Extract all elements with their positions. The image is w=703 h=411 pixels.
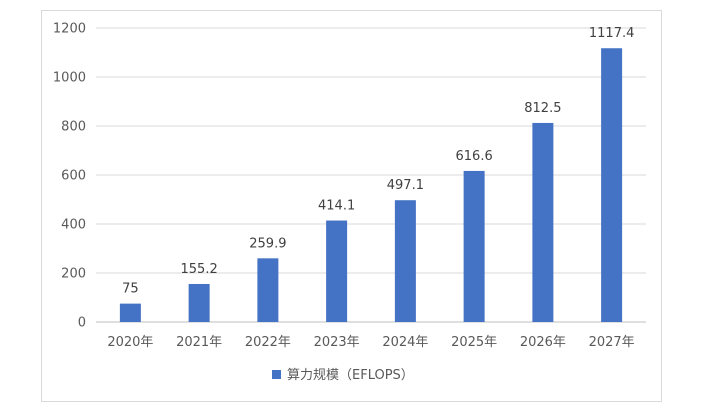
x-axis-ticks: 2020年 2021年 2022年 2023年 2024年 2025年 2026年 2027年 [107,335,634,350]
bar [394,200,416,322]
data-label: 1117.4 [589,26,635,41]
gridlines [96,27,646,323]
y-tick-label: 0 [78,316,86,331]
data-label: 155.2 [181,262,218,277]
x-tick-label: 2021年 [176,335,222,350]
bar [257,258,279,322]
legend-swatch [272,370,281,379]
legend-label: 算力规模（EFLOPS） [287,368,414,383]
x-tick-label: 2023年 [314,335,360,350]
data-label: 497.1 [387,178,424,193]
data-label: 414.1 [318,199,355,214]
x-tick-label: 2025年 [451,335,497,350]
data-label: 259.9 [249,236,286,251]
bar [119,303,141,322]
y-tick-label: 400 [61,218,86,233]
y-tick-label: 200 [61,267,86,282]
x-tick-label: 2024年 [382,335,428,350]
y-tick-label: 800 [61,120,86,135]
bars [119,48,623,322]
bar [532,122,554,322]
x-tick-label: 2020年 [107,335,153,350]
bar [463,170,485,322]
y-tick-label: 600 [61,169,86,184]
y-tick-label: 1000 [53,71,86,86]
y-axis-ticks: 0 200 400 600 800 1000 1200 [53,22,86,331]
bar [326,220,348,322]
data-labels: 75 155.2 259.9 414.1 497.1 616.6 812.5 1117.4 [122,26,634,296]
bar [601,48,623,322]
data-label: 616.6 [456,149,493,164]
chart-frame [41,10,662,402]
data-label: 75 [122,282,139,297]
y-tick-label: 1200 [53,22,86,37]
x-tick-label: 2022年 [245,335,291,350]
bar [188,283,210,322]
x-tick-label: 2026年 [520,335,566,350]
legend: 算力规模（EFLOPS） [272,368,414,383]
data-label: 812.5 [524,101,561,116]
x-tick-label: 2027年 [589,335,635,350]
